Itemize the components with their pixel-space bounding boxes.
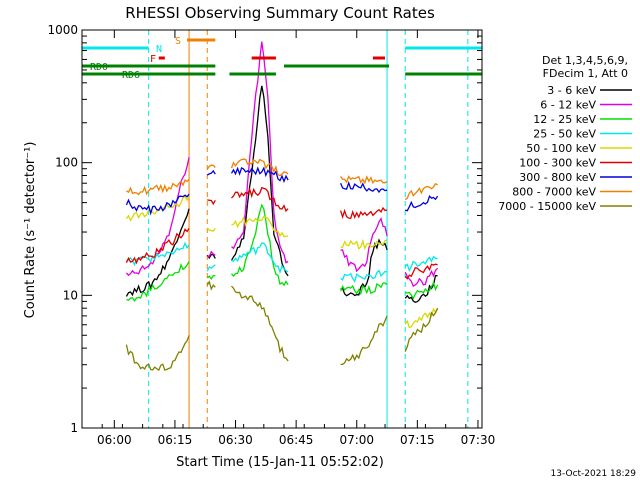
flag-label-rd0: RD0: [90, 62, 108, 73]
x-tick-label-1: 06:15: [158, 433, 193, 447]
x-tick-label-4: 07:00: [339, 433, 374, 447]
series-4-segment-3: [231, 215, 289, 238]
series-1-segment-2: [207, 250, 216, 258]
series-7-segment-1: [126, 178, 190, 196]
legend-label-4: 50 - 100 keV: [526, 142, 596, 155]
x-tick-label-5: 07:15: [400, 433, 435, 447]
flag-label-f: F: [150, 54, 156, 65]
legend-label-8: 7000 - 15000 keV: [498, 200, 596, 213]
data-gap-0: [189, 30, 208, 428]
legend-label-2: 12 - 25 keV: [533, 113, 596, 126]
plot-frame: [81, 29, 483, 429]
series-3-segment-3: [231, 242, 289, 275]
legend-label-3: 25 - 50 keV: [533, 128, 596, 141]
series-8-segment-7: [404, 307, 439, 352]
legend-label-0: 3 - 6 keV: [547, 84, 596, 97]
series-2-segment-2: [206, 274, 216, 281]
series-0-segment-3: [230, 85, 289, 277]
series-5-segment-2: [207, 199, 216, 206]
x-tick-label-0: 06:00: [97, 433, 132, 447]
series-2-segment-1: [126, 261, 190, 302]
legend-label-6: 300 - 800 keV: [519, 171, 596, 184]
series-2-segment-3: [231, 203, 289, 287]
series-8-segment-3: [231, 285, 289, 362]
series-1-segment-1: [125, 157, 190, 277]
legend-label-1: 6 - 12 keV: [540, 99, 596, 112]
legend-label-5: 100 - 300 keV: [519, 157, 596, 170]
y-axis-label: Count Rate (s⁻¹ detector⁻¹): [23, 142, 38, 319]
y-ticks: 1 10 100 1000: [47, 23, 482, 435]
series-6-segment-2: [206, 169, 216, 176]
series-7-segment-7: [404, 182, 438, 201]
x-tick-label-3: 06:45: [279, 433, 314, 447]
y-tick-label-3: 1000: [47, 23, 78, 37]
series-6-segment-7: [405, 195, 439, 212]
attenuator-markers: [148, 30, 469, 428]
y-tick-label-1: 10: [63, 288, 78, 302]
series-1-segment-7: [404, 267, 439, 288]
x-tick-label-6: 07:30: [461, 433, 496, 447]
series-5-segment-1: [125, 227, 190, 265]
series-5-segment-6: [339, 206, 388, 220]
series-4-segment-2: [206, 227, 216, 232]
flag-label-s: S: [175, 36, 181, 47]
series-5-segment-3: [231, 186, 289, 213]
series-7-segment-6: [340, 175, 388, 185]
y-tick-label-0: 1: [70, 421, 78, 435]
series-4-segment-6: [340, 238, 388, 251]
flag-label-n: N: [156, 44, 162, 55]
chart-title: RHESSI Observing Summary Count Rates: [125, 4, 435, 22]
date-stamp: 13-Oct-2021 18:29: [551, 469, 637, 479]
series-7-segment-2: [206, 164, 216, 170]
legend: Det 1,3,4,5,6,9,FDecim 1, Att 0 3 - 6 keV…: [498, 54, 632, 213]
legend-title-line-0: Det 1,3,4,5,6,9,: [542, 54, 628, 67]
series-8-segment-6: [340, 315, 388, 366]
legend-title-line-1: FDecim 1, Att 0: [543, 67, 628, 80]
data-gaps: [189, 30, 406, 428]
series-0-segment-1: [125, 208, 190, 297]
series-0-segment-7: [404, 274, 438, 304]
legend-label-7: 800 - 7000 keV: [512, 186, 596, 199]
series-layer: [125, 42, 439, 372]
series-6-segment-1: [125, 193, 190, 216]
data-gap-1: [387, 30, 406, 428]
series-6-segment-3: [230, 166, 289, 184]
x-ticks: 06:00 06:15 06:30 06:45 07:00 07:15 07:30: [81, 30, 496, 447]
y-tick-label-2: 100: [55, 156, 78, 170]
series-8-segment-2: [206, 280, 216, 291]
series-4-segment-1: [125, 195, 190, 222]
series-4-segment-7: [404, 307, 439, 329]
series-1-segment-6: [340, 216, 388, 273]
series-3-segment-1: [126, 241, 190, 267]
series-3-segment-2: [206, 264, 216, 272]
series-3-segment-6: [340, 269, 388, 283]
series-8-segment-1: [125, 335, 190, 372]
flag-label-rd6: RD6: [122, 70, 140, 81]
series-2-segment-6: [340, 282, 388, 296]
series-5-segment-7: [404, 263, 438, 280]
series-2-segment-7: [405, 281, 439, 300]
series-7-segment-3: [230, 158, 289, 177]
series-6-segment-6: [340, 180, 388, 194]
x-axis-label: Start Time (15-Jan-11 05:52:02): [176, 455, 384, 470]
series-0-segment-6: [340, 238, 388, 297]
flag-bars: NF S RD0 RD6: [82, 36, 482, 81]
series-3-segment-7: [404, 255, 438, 273]
x-tick-label-2: 06:30: [218, 433, 253, 447]
